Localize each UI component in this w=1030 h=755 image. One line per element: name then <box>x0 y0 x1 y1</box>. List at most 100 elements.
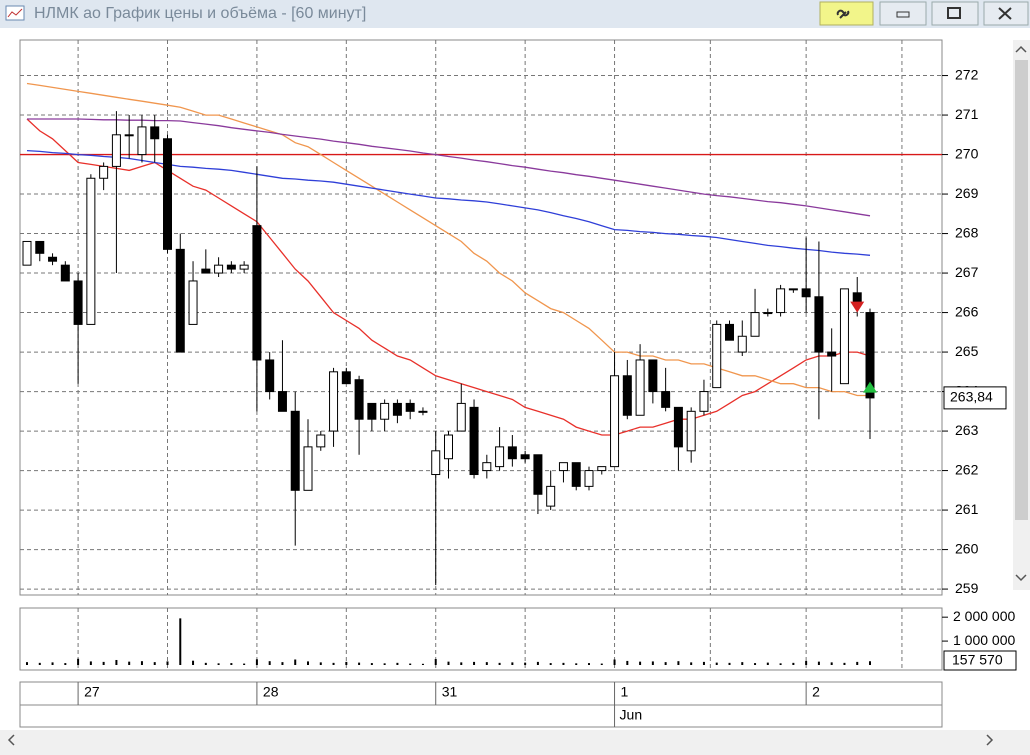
y-tick-label: 259 <box>955 580 979 596</box>
link-icon <box>836 9 850 19</box>
last-volume-label: 157 570 <box>952 652 1003 668</box>
candle-body <box>635 359 645 416</box>
candle-body <box>367 402 377 420</box>
candle-body <box>265 359 275 393</box>
candle-body <box>418 410 428 413</box>
candle-body <box>686 410 696 452</box>
indicator-line <box>26 82 870 397</box>
candle-body <box>648 359 658 393</box>
candle-body <box>137 126 147 156</box>
maximize-button[interactable] <box>931 1 979 26</box>
candle-body <box>865 312 875 399</box>
candle-body <box>610 375 620 468</box>
candle-body <box>571 462 581 487</box>
candle-body <box>341 371 351 385</box>
candle-body <box>22 240 32 266</box>
candle-body <box>188 280 198 325</box>
candle-body <box>252 225 262 361</box>
candle-body <box>763 312 773 315</box>
hscroll-arrows <box>7 734 994 746</box>
candle-body <box>35 240 45 254</box>
window-icon <box>5 5 25 21</box>
candle-body <box>558 462 568 472</box>
candle-body <box>712 323 722 389</box>
candle-body <box>814 296 824 353</box>
candle-body <box>392 402 402 416</box>
y-tick-label: 262 <box>955 461 979 477</box>
last-price-box <box>943 386 1007 410</box>
candle-body <box>622 375 632 416</box>
volume-tick-label: 2 000 000 <box>953 608 1015 624</box>
price-pane <box>19 39 943 596</box>
scroll-arrows <box>1015 45 1027 582</box>
vertical-scroll-thumb[interactable] <box>1015 60 1028 520</box>
close-icon <box>998 7 1012 20</box>
signal-marker <box>863 381 877 393</box>
candle-body <box>456 402 466 432</box>
candle-body <box>239 264 249 270</box>
y-tick-label: 270 <box>955 145 979 161</box>
maximize-icon <box>947 7 961 19</box>
volume-tick-label: 1 000 000 <box>953 632 1015 648</box>
candle-body <box>597 466 607 472</box>
window-icon-line <box>7 8 23 18</box>
candle-body <box>175 248 185 353</box>
x-tick-label: 27 <box>84 684 100 700</box>
candle-body <box>839 288 849 385</box>
candle-body <box>827 351 837 357</box>
last-volume-box <box>943 650 1017 671</box>
y-tick-label: 272 <box>955 66 979 82</box>
signal-marker <box>850 301 865 313</box>
last-price-label: 263,84 <box>950 389 993 405</box>
candle-body <box>750 312 760 337</box>
month-label: Jun <box>620 707 643 723</box>
candle-body <box>737 335 747 353</box>
volume-pane <box>19 607 943 671</box>
x-tick-label: 1 <box>621 684 629 700</box>
candle-body <box>482 462 492 472</box>
candle-body <box>163 138 172 250</box>
y-tick-label: 271 <box>955 106 979 122</box>
candle-body <box>673 406 683 448</box>
candle-body <box>776 288 786 314</box>
minimize-button[interactable] <box>879 1 927 26</box>
candle-body <box>303 446 313 491</box>
y-tick-label: 269 <box>955 185 979 201</box>
candle-body <box>661 391 671 408</box>
candle-body <box>214 264 224 274</box>
candle-body <box>60 264 70 282</box>
candle-body <box>277 391 287 412</box>
link-button[interactable] <box>819 1 874 26</box>
y-tick-label: 260 <box>955 540 979 556</box>
candle-body <box>699 391 709 412</box>
y-tick-label: 261 <box>955 501 979 517</box>
window-title: НЛМК ао График цены и объёма - [60 минут… <box>34 5 366 22</box>
candle-body <box>444 434 453 460</box>
y-tick-label: 263 <box>955 422 979 438</box>
horizontal-scrollbar[interactable] <box>0 730 1030 750</box>
candle-body <box>801 288 811 298</box>
candle-body <box>316 434 326 448</box>
candle-body <box>73 280 83 325</box>
candle-body <box>150 126 160 140</box>
candle-body <box>520 454 530 460</box>
candle-body <box>226 264 236 270</box>
candle-body <box>533 454 543 495</box>
candle-body <box>111 134 121 167</box>
candle-body <box>507 446 517 460</box>
indicator-line <box>27 118 871 217</box>
candle-body <box>788 288 798 291</box>
candle-body <box>354 379 364 420</box>
candle-body <box>380 402 390 420</box>
candle-body <box>469 406 479 476</box>
candle-body <box>290 410 300 491</box>
candle-body <box>495 446 505 468</box>
x-tick-label: 2 <box>812 684 820 700</box>
candle-body <box>725 323 734 341</box>
candle-body <box>86 177 96 325</box>
y-tick-label: 266 <box>955 303 979 319</box>
minimize-icon <box>896 11 910 18</box>
y-tick-label: 265 <box>955 343 979 359</box>
y-tick-label: 268 <box>955 224 979 240</box>
